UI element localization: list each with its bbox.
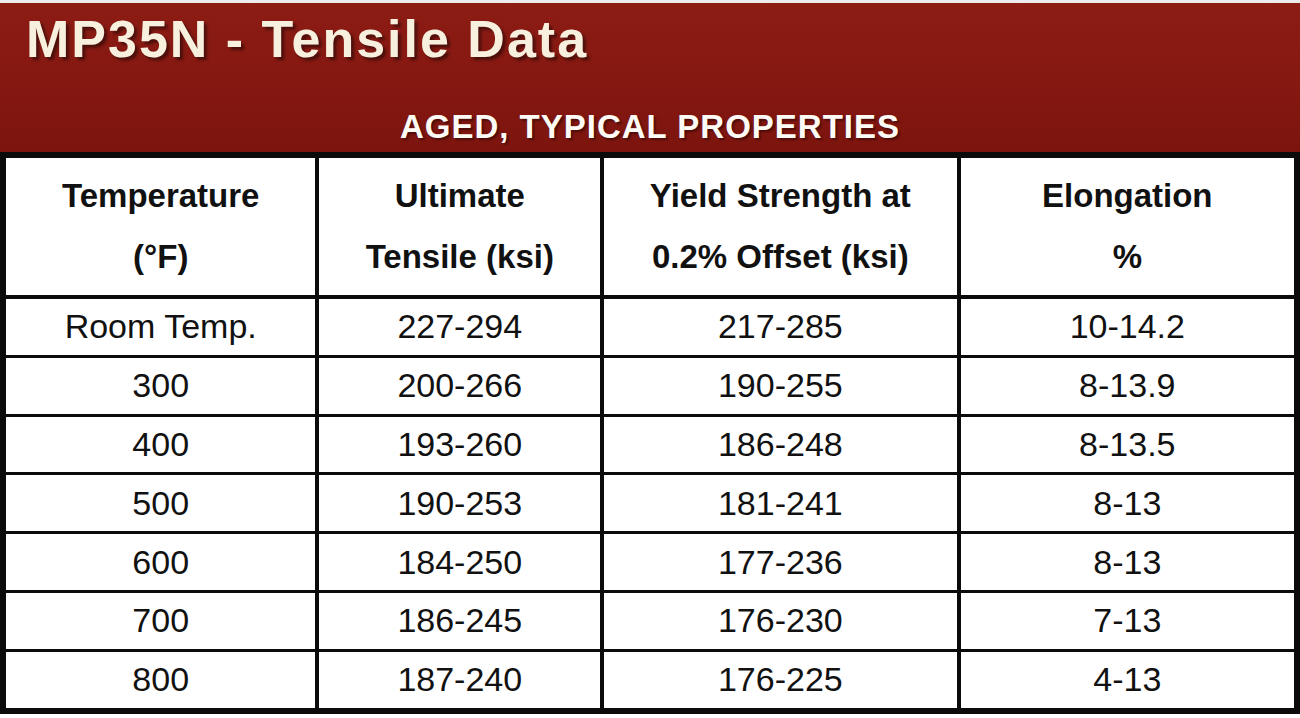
- cell-temperature: Room Temp.: [3, 297, 317, 356]
- table-row: Room Temp. 227-294 217-285 10-14.2: [3, 297, 1297, 356]
- slide: MP35N - Tensile Data AGED, TYPICAL PROPE…: [0, 0, 1300, 718]
- cell-temperature: 300: [3, 356, 317, 415]
- column-header-temperature: Temperature (°F): [3, 155, 317, 297]
- cell-elongation: 10-14.2: [959, 297, 1297, 356]
- cell-yield-strength: 177-236: [602, 533, 958, 592]
- column-header-ultimate-tensile: Ultimate Tensile (ksi): [317, 155, 602, 297]
- cell-ultimate-tensile: 190-253: [317, 474, 602, 533]
- cell-ultimate-tensile: 184-250: [317, 533, 602, 592]
- cell-yield-strength: 181-241: [602, 474, 958, 533]
- cell-yield-strength: 217-285: [602, 297, 958, 356]
- table-row: 700 186-245 176-230 7-13: [3, 591, 1297, 650]
- cell-elongation: 7-13: [959, 591, 1297, 650]
- header-line: 0.2% Offset (ksi): [604, 227, 956, 287]
- cell-ultimate-tensile: 193-260: [317, 415, 602, 474]
- table-row: 300 200-266 190-255 8-13.9: [3, 356, 1297, 415]
- header-line: Temperature: [6, 166, 315, 226]
- table-row: 800 187-240 176-225 4-13: [3, 650, 1297, 711]
- table-header: Temperature (°F) Ultimate Tensile (ksi) …: [3, 155, 1297, 297]
- cell-ultimate-tensile: 186-245: [317, 591, 602, 650]
- cell-ultimate-tensile: 200-266: [317, 356, 602, 415]
- cell-temperature: 600: [3, 533, 317, 592]
- table-body: Room Temp. 227-294 217-285 10-14.2 300 2…: [3, 297, 1297, 711]
- cell-temperature: 800: [3, 650, 317, 711]
- cell-yield-strength: 190-255: [602, 356, 958, 415]
- cell-ultimate-tensile: 227-294: [317, 297, 602, 356]
- cell-elongation: 8-13.5: [959, 415, 1297, 474]
- cell-temperature: 400: [3, 415, 317, 474]
- cell-yield-strength: 176-230: [602, 591, 958, 650]
- header-line: %: [961, 227, 1294, 287]
- header-line: (°F): [6, 227, 315, 287]
- cell-temperature: 700: [3, 591, 317, 650]
- cell-elongation: 8-13.9: [959, 356, 1297, 415]
- header-line: Ultimate: [319, 166, 600, 226]
- cell-elongation: 8-13: [959, 474, 1297, 533]
- tensile-data-table: Temperature (°F) Ultimate Tensile (ksi) …: [0, 152, 1300, 714]
- page-title: MP35N - Tensile Data: [26, 9, 588, 69]
- cell-yield-strength: 186-248: [602, 415, 958, 474]
- cell-elongation: 8-13: [959, 533, 1297, 592]
- table-row: 500 190-253 181-241 8-13: [3, 474, 1297, 533]
- table-row: 400 193-260 186-248 8-13.5: [3, 415, 1297, 474]
- cell-temperature: 500: [3, 474, 317, 533]
- page-subtitle: AGED, TYPICAL PROPERTIES: [0, 108, 1300, 146]
- header-line: Tensile (ksi): [319, 227, 600, 287]
- header-row: Temperature (°F) Ultimate Tensile (ksi) …: [3, 155, 1297, 297]
- header-line: Elongation: [961, 166, 1294, 226]
- header-line: Yield Strength at: [604, 166, 956, 226]
- column-header-elongation: Elongation %: [959, 155, 1297, 297]
- cell-yield-strength: 176-225: [602, 650, 958, 711]
- cell-elongation: 4-13: [959, 650, 1297, 711]
- table-row: 600 184-250 177-236 8-13: [3, 533, 1297, 592]
- cell-ultimate-tensile: 187-240: [317, 650, 602, 711]
- column-header-yield-strength: Yield Strength at 0.2% Offset (ksi): [602, 155, 958, 297]
- header-banner: MP35N - Tensile Data AGED, TYPICAL PROPE…: [0, 3, 1300, 152]
